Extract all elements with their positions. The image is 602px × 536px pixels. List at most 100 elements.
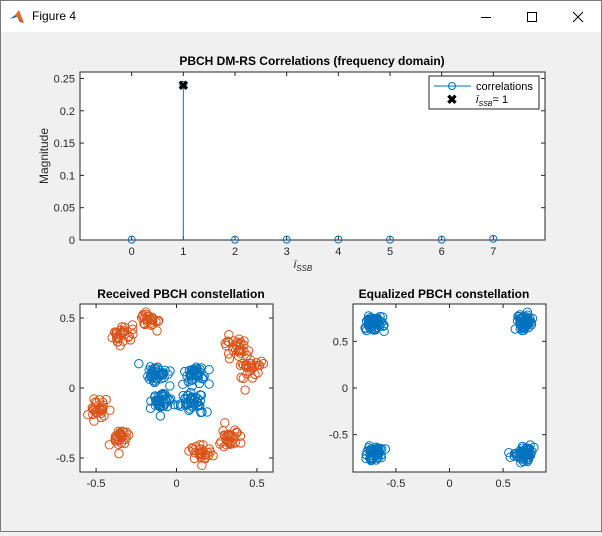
equalized-point	[515, 310, 525, 320]
received-point	[253, 360, 263, 370]
equalized-ytick-label: 0.5	[333, 336, 348, 348]
correlation-xtick-label: 4	[335, 246, 341, 258]
correlation-xlabel: īSSB	[294, 259, 313, 273]
equalized-point	[366, 445, 376, 456]
received-point	[156, 370, 166, 381]
equalized-point	[521, 444, 531, 455]
received-point	[220, 338, 230, 349]
legend-label-issb: īSSB= 1	[476, 94, 508, 108]
received-point	[116, 428, 126, 439]
received-ytick-label: 0	[69, 383, 75, 395]
equalized-point	[525, 450, 536, 460]
received-point	[189, 453, 200, 464]
equalized-point	[521, 451, 531, 461]
correlation-xtick-label: 2	[232, 246, 238, 258]
equalized-ytick-label: -0.5	[329, 430, 348, 442]
received-point	[184, 446, 194, 456]
received-point	[247, 360, 257, 370]
stem-marker	[179, 80, 188, 89]
received-point	[230, 438, 241, 448]
received-point	[149, 363, 159, 373]
equalized-plot-area	[352, 303, 547, 473]
stem-marker	[231, 235, 239, 244]
received-point	[141, 307, 151, 317]
equalized-xtick-label: 0	[446, 478, 452, 490]
legend-marker-issb: ✖	[447, 92, 458, 107]
received-point	[112, 329, 122, 339]
received-point	[205, 447, 215, 457]
received-point	[246, 358, 256, 369]
received-point	[90, 407, 101, 417]
equalized-point	[527, 313, 538, 324]
received-point	[185, 394, 196, 404]
received-point	[224, 354, 235, 364]
equalized-point	[515, 453, 525, 463]
correlation-xtick-label: 7	[490, 246, 496, 258]
received-point	[125, 335, 136, 345]
minimize-icon	[481, 16, 491, 18]
received-point	[234, 339, 244, 349]
close-button[interactable]	[555, 1, 601, 32]
received-point	[134, 358, 144, 369]
received-point	[240, 385, 250, 395]
equalized-xtick-label: 0.5	[495, 478, 510, 490]
correlation-ytick-label: 0.1	[60, 170, 75, 182]
equalized-point	[517, 441, 528, 452]
correlation-ylabel: Magnitude	[37, 128, 51, 184]
received-point	[232, 428, 242, 438]
correlation-ytick-label: 0.2	[60, 106, 75, 118]
equalized-point	[504, 448, 514, 458]
received-point	[121, 427, 132, 437]
correlation-ytick-label: 0	[69, 235, 75, 247]
received-point	[250, 369, 260, 380]
received-point	[186, 387, 196, 398]
received-point	[243, 346, 254, 356]
received-point	[228, 342, 238, 352]
equalized-point	[509, 451, 519, 461]
minimize-button[interactable]	[463, 1, 509, 32]
received-point	[151, 317, 161, 327]
maximize-button[interactable]	[509, 1, 555, 32]
received-point	[111, 333, 122, 344]
maximize-icon	[527, 11, 537, 22]
received-point	[220, 418, 230, 428]
received-point	[160, 399, 170, 409]
received-point	[188, 401, 199, 412]
matlab-icon	[10, 10, 24, 23]
stem-marker	[386, 235, 394, 244]
received-point	[151, 376, 161, 386]
received-point	[194, 444, 204, 454]
received-point	[127, 320, 138, 330]
stem-marker	[127, 235, 136, 244]
received-ytick-label: -0.5	[56, 453, 75, 465]
received-point	[110, 433, 120, 444]
correlation-axes: PBCH DM-RS Correlations (frequency domai…	[37, 54, 546, 273]
received-point	[165, 381, 175, 391]
equalized-point	[372, 314, 383, 324]
correlation-ytick-label: 0.05	[54, 203, 75, 215]
received-point	[111, 329, 121, 340]
received-constellation-axes: Received PBCH constellation -0.5 0 0.5 -0.5…	[56, 287, 274, 490]
received-point	[180, 393, 190, 404]
received-point	[223, 336, 233, 346]
received-point	[153, 396, 163, 406]
received-point	[148, 314, 158, 324]
stem-marker	[489, 234, 498, 243]
received-point	[186, 368, 196, 379]
title-bar[interactable]: Figure 4	[1, 1, 601, 32]
window-title: Figure 4	[32, 9, 77, 23]
received-point	[162, 401, 173, 412]
received-point	[89, 416, 99, 426]
received-point	[145, 403, 156, 414]
received-point	[124, 331, 134, 341]
correlation-ytick-label: 0.15	[54, 138, 75, 150]
received-point	[101, 394, 111, 405]
received-point	[236, 337, 246, 348]
legend-marker-correlations	[448, 82, 456, 90]
received-point	[197, 407, 207, 417]
received-point	[157, 369, 167, 379]
correlation-ytick-label: 0.25	[54, 73, 75, 85]
received-point	[98, 400, 108, 410]
equalized-point	[378, 321, 388, 331]
